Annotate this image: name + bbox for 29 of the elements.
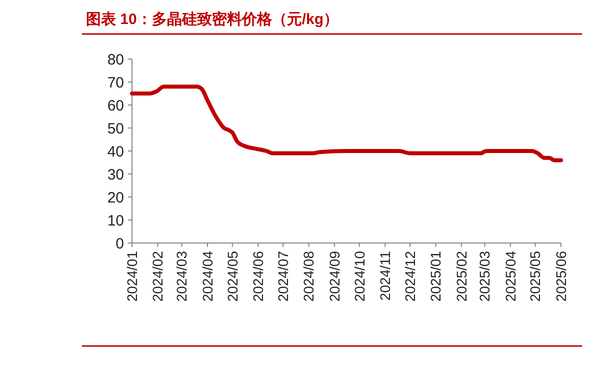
y-tick-label: 80: [107, 51, 124, 68]
x-tick-label: 2024/11: [376, 250, 393, 301]
x-tick-label: 2024/03: [174, 250, 190, 302]
y-tick-label: 30: [107, 166, 124, 184]
x-tick-label: 2025/05: [527, 250, 544, 302]
x-tick-label: 2024/06: [250, 250, 266, 302]
y-tick-label: 20: [107, 189, 124, 206]
x-tick-label: 2025/04: [502, 250, 518, 302]
y-tick-label: 10: [107, 212, 124, 230]
x-tick-label: 2024/08: [300, 250, 317, 302]
chart-title: 图表 10：多晶硅致密料价格（元/kg）: [86, 10, 339, 28]
x-tick-label: 2025/02: [453, 250, 470, 302]
x-tick-label: 2024/04: [199, 250, 216, 302]
y-tick-label: 60: [107, 97, 124, 114]
y-tick-label: 70: [107, 74, 124, 92]
x-tick-label: 2024/10: [351, 250, 368, 302]
x-tick-label: 2024/01: [124, 250, 140, 302]
x-tick-label: 2024/02: [150, 250, 166, 302]
x-tick-label: 2024/07: [274, 250, 291, 302]
x-tick-label: 2024/09: [326, 250, 342, 302]
x-tick-label: 2024/05: [224, 250, 240, 302]
x-tick-label: 2024/12: [402, 250, 418, 302]
y-tick-label: 40: [107, 143, 124, 160]
x-tick-label: 2025/06: [552, 250, 569, 302]
x-tick-label: 2025/03: [476, 250, 493, 302]
line-series: [130, 84, 563, 162]
y-tick-label: 50: [107, 120, 124, 138]
y-tick-label: 0: [116, 235, 124, 252]
x-tick-label: 2025/01: [428, 250, 444, 302]
